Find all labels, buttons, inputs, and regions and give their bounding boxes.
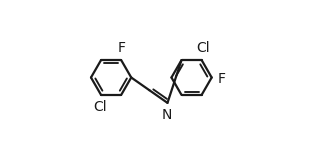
Text: N: N xyxy=(162,108,172,122)
Text: Cl: Cl xyxy=(93,100,107,114)
Text: F: F xyxy=(118,41,126,55)
Text: F: F xyxy=(217,72,225,86)
Text: Cl: Cl xyxy=(197,41,210,55)
